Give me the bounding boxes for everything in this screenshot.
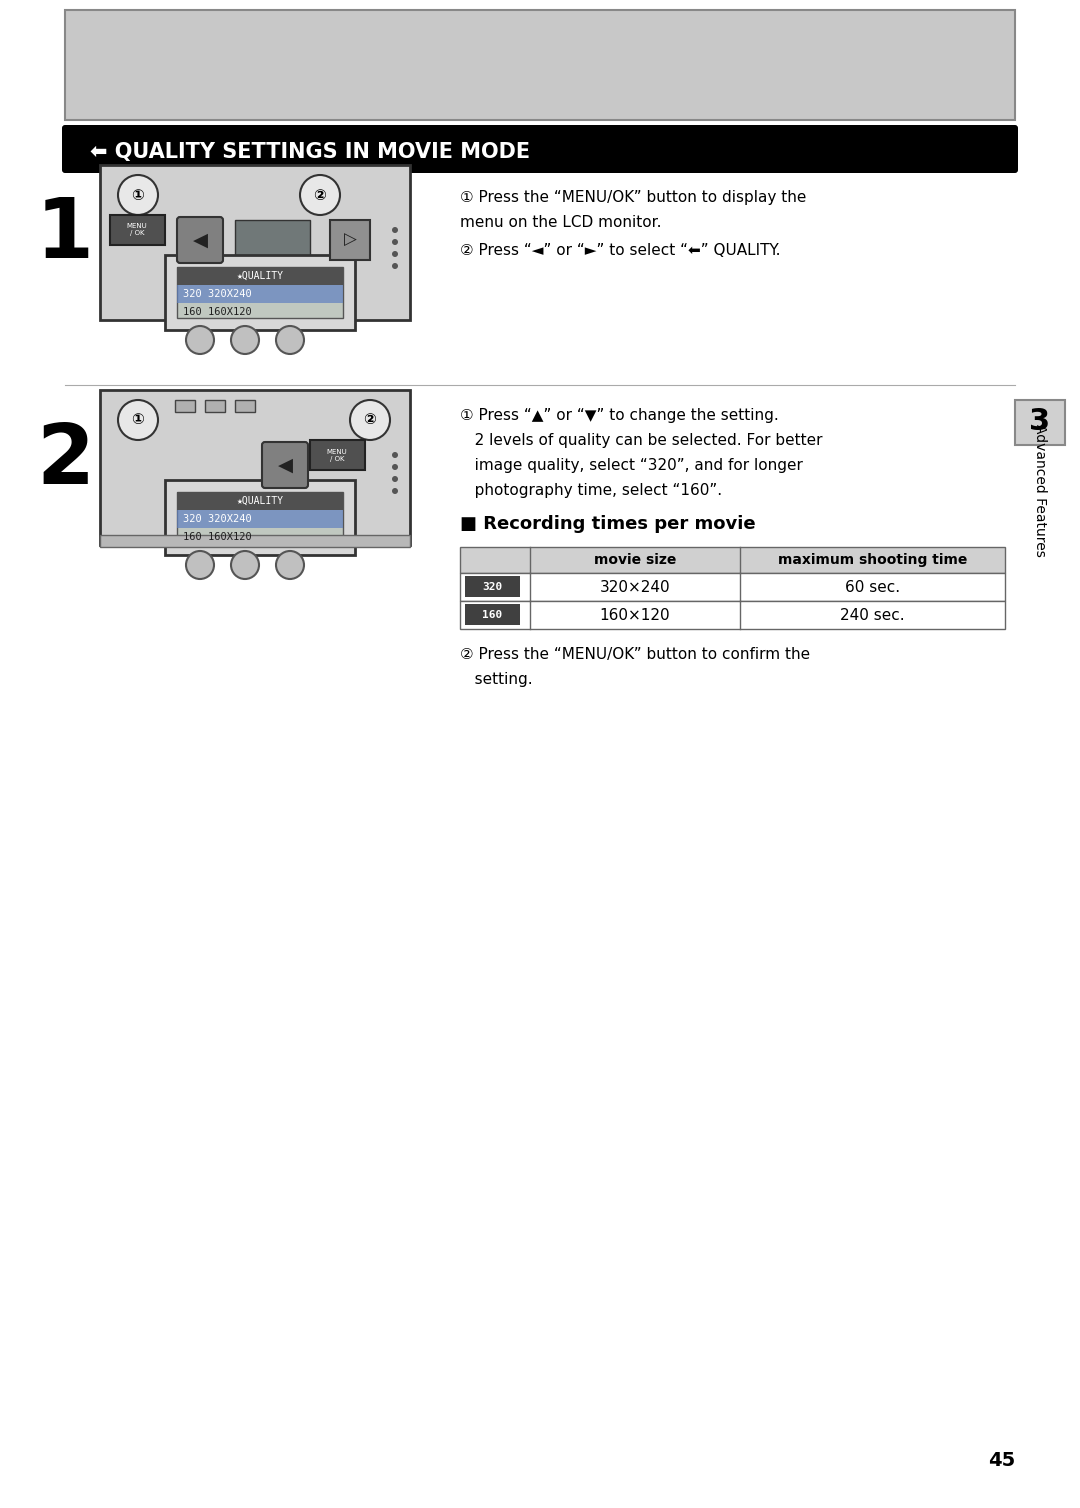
Bar [460,547,1005,573]
Bar [177,267,343,285]
Circle shape [276,326,303,354]
Circle shape [186,550,214,579]
Circle shape [118,175,158,216]
Text: ① Press “▲” or “▼” to change the setting.: ① Press “▲” or “▼” to change the setting… [460,409,779,424]
Text: 320: 320 [482,582,502,593]
Bar [310,440,365,470]
Circle shape [392,228,399,234]
Text: ② Press “◄” or “►” to select “⬅” QUALITY.: ② Press “◄” or “►” to select “⬅” QUALITY… [460,243,781,258]
Text: ②: ② [313,187,326,202]
Text: ① Press the “MENU/OK” button to display the: ① Press the “MENU/OK” button to display … [460,190,807,205]
FancyBboxPatch shape [65,11,1015,121]
Circle shape [392,262,399,268]
Bar [100,391,410,544]
Bar [177,492,343,510]
Bar [110,216,165,244]
Text: 240 sec.: 240 sec. [840,608,905,623]
Text: 320 320X240: 320 320X240 [183,290,252,299]
Circle shape [392,464,399,470]
Text: ② Press the “MENU/OK” button to confirm the: ② Press the “MENU/OK” button to confirm … [460,647,810,662]
Text: ★QUALITY: ★QUALITY [237,496,283,507]
Text: 160: 160 [482,611,502,620]
Text: ◀: ◀ [278,455,293,475]
Bar [465,576,519,597]
Text: ①: ① [132,413,145,427]
Text: menu on the LCD monitor.: menu on the LCD monitor. [460,216,661,231]
Circle shape [231,326,259,354]
Circle shape [300,175,340,216]
Text: Advanced Features: Advanced Features [1032,424,1047,556]
Bar [465,605,519,624]
Bar [205,400,225,412]
Bar [235,400,255,412]
Text: 320×240: 320×240 [599,579,671,594]
Text: ▷: ▷ [343,231,356,249]
Text: 2 levels of quality can be selected. For better: 2 levels of quality can be selected. For… [460,433,823,448]
Circle shape [392,477,399,483]
Circle shape [392,489,399,495]
Text: 45: 45 [988,1451,1015,1470]
Text: 1: 1 [36,195,94,276]
Text: movie size: movie size [594,553,676,567]
Text: 60 sec.: 60 sec. [845,579,900,594]
Text: 2: 2 [36,419,94,501]
Text: ①: ① [132,187,145,202]
Circle shape [392,452,399,458]
Bar [1015,400,1065,445]
Bar [100,164,410,320]
FancyBboxPatch shape [177,217,222,262]
Bar [330,220,370,259]
FancyBboxPatch shape [262,442,308,489]
Text: 160 160X120: 160 160X120 [183,532,252,541]
Text: setting.: setting. [460,673,532,688]
Circle shape [276,550,303,579]
Bar [165,255,355,330]
Bar [177,267,343,318]
Text: ★QUALITY: ★QUALITY [237,271,283,280]
FancyBboxPatch shape [62,125,1018,173]
Text: ■ Recording times per movie: ■ Recording times per movie [460,516,756,532]
Bar [235,220,310,265]
Text: MENU
/ OK: MENU / OK [126,223,147,237]
Text: photography time, select “160”.: photography time, select “160”. [460,483,723,498]
Bar [177,492,343,543]
Text: MENU
/ OK: MENU / OK [326,448,348,461]
Bar [460,602,1005,629]
Bar [175,400,195,412]
Circle shape [231,550,259,579]
Bar [177,285,343,303]
Circle shape [186,326,214,354]
Bar [100,535,410,547]
Text: image quality, select “320”, and for longer: image quality, select “320”, and for lon… [460,458,802,474]
Bar [460,573,1005,602]
Circle shape [392,250,399,256]
Circle shape [350,400,390,440]
Text: 320 320X240: 320 320X240 [183,514,252,523]
Circle shape [392,238,399,244]
Text: ②: ② [364,413,377,427]
Text: 3: 3 [1029,407,1051,436]
Text: 160 160X120: 160 160X120 [183,308,252,317]
Bar [177,510,343,528]
Bar [165,480,355,555]
Text: ⬅ QUALITY SETTINGS IN MOVIE MODE: ⬅ QUALITY SETTINGS IN MOVIE MODE [90,142,530,161]
Text: ◀: ◀ [192,231,207,249]
Text: maximum shooting time: maximum shooting time [778,553,968,567]
Text: 160×120: 160×120 [599,608,671,623]
Circle shape [118,400,158,440]
